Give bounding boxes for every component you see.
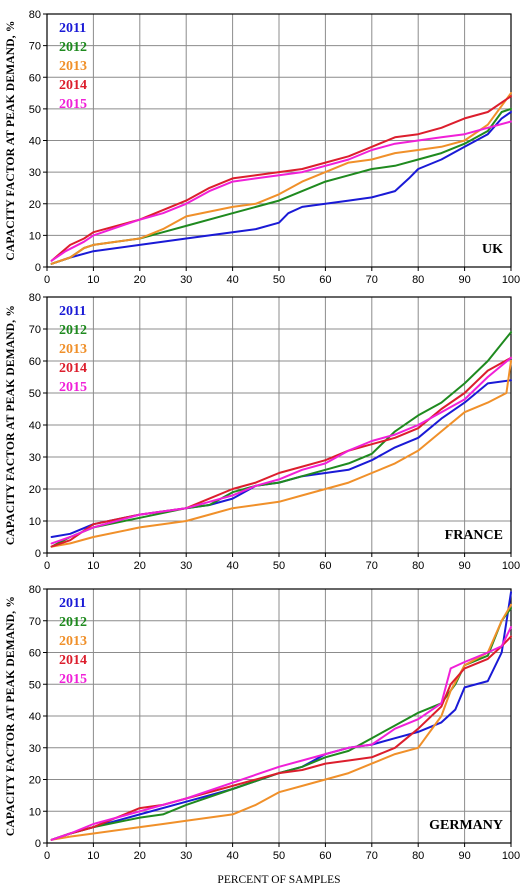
x-tick-label: 0 (44, 274, 50, 286)
legend-entry-2012: 2012 (59, 323, 87, 338)
y-tick-label: 50 (29, 104, 41, 116)
y-tick-label: 30 (29, 743, 41, 755)
country-label: UK (482, 242, 503, 257)
legend-entry-2011: 2011 (59, 596, 86, 611)
legend-entry-2011: 2011 (59, 304, 86, 319)
y-axis-label: CAPACITY FACTOR AT PEAK DEMAND, % (5, 596, 17, 836)
legend-entry-2015: 2015 (59, 672, 87, 687)
x-tick-label: 100 (502, 560, 520, 572)
y-tick-label: 50 (29, 388, 41, 400)
x-tick-label: 60 (319, 560, 331, 572)
series-line-2015 (50, 120, 512, 262)
x-tick-label: 10 (87, 560, 99, 572)
series-line-2013 (50, 92, 512, 265)
legend-entry-2011: 2011 (59, 21, 86, 36)
x-tick-label: 90 (458, 274, 470, 286)
series-line-2014 (50, 95, 512, 262)
x-tick-label: 40 (226, 850, 238, 862)
x-tick-label: 80 (412, 274, 424, 286)
legend-entry-2014: 2014 (59, 361, 87, 376)
series-line-2015 (50, 626, 512, 841)
x-tick-label: 0 (44, 560, 50, 572)
country-label: GERMANY (429, 818, 503, 833)
y-axis-label: CAPACITY FACTOR AT PEAK DEMAND, % (5, 305, 17, 545)
x-tick-label: 40 (226, 560, 238, 572)
y-tick-label: 0 (35, 262, 41, 274)
x-tick-label: 100 (502, 274, 520, 286)
y-tick-label: 60 (29, 356, 41, 368)
x-tick-label: 10 (87, 850, 99, 862)
y-tick-label: 70 (29, 616, 41, 628)
y-tick-label: 70 (29, 41, 41, 53)
y-tick-label: 20 (29, 199, 41, 211)
series-line-2011 (50, 111, 512, 265)
legend-entry-2013: 2013 (59, 634, 87, 649)
y-tick-label: 20 (29, 775, 41, 787)
series-line-2012 (50, 331, 512, 548)
x-tick-label: 90 (458, 850, 470, 862)
legend-entry-2015: 2015 (59, 380, 87, 395)
x-tick-label: 20 (134, 560, 146, 572)
legend-entry-2015: 2015 (59, 97, 87, 112)
series-line-2013 (50, 360, 512, 548)
legend-entry-2013: 2013 (59, 59, 87, 74)
y-tick-label: 20 (29, 484, 41, 496)
series-line-2015 (50, 356, 512, 545)
y-tick-label: 30 (29, 167, 41, 179)
y-tick-label: 10 (29, 516, 41, 528)
y-tick-label: 80 (29, 9, 41, 21)
y-tick-label: 40 (29, 136, 41, 148)
x-tick-label: 60 (319, 274, 331, 286)
x-tick-label: 70 (366, 560, 378, 572)
x-tick-label: 80 (412, 560, 424, 572)
x-tick-label: 0 (44, 850, 50, 862)
legend-entry-2014: 2014 (59, 78, 87, 93)
y-tick-label: 40 (29, 420, 41, 432)
country-label: FRANCE (445, 528, 503, 543)
y-tick-label: 80 (29, 584, 41, 596)
x-tick-label: 20 (134, 850, 146, 862)
x-tick-label: 60 (319, 850, 331, 862)
x-tick-label: 30 (180, 850, 192, 862)
chart-panel-germany: 0 10 20 30 40 50 60 70 80 0 10 20 30 40 50 60 70 80 90 100 2… (5, 584, 520, 862)
y-axis-label: CAPACITY FACTOR AT PEAK DEMAND, % (5, 20, 17, 260)
chart-panel-france: 0 10 20 30 40 50 60 70 80 0 10 20 30 40 50 60 70 80 90 100 2… (5, 292, 520, 572)
y-tick-label: 60 (29, 648, 41, 660)
x-tick-label: 30 (180, 560, 192, 572)
y-tick-label: 70 (29, 324, 41, 336)
chart-panel-uk: 0 10 20 30 40 50 60 70 80 0 10 20 30 40 50 60 70 80 90 100 2… (5, 9, 520, 286)
y-tick-label: 50 (29, 679, 41, 691)
x-tick-label: 50 (273, 560, 285, 572)
x-tick-label: 70 (366, 274, 378, 286)
y-tick-label: 60 (29, 72, 41, 84)
x-tick-label: 100 (502, 850, 520, 862)
x-tick-label: 50 (273, 850, 285, 862)
x-tick-label: 20 (134, 274, 146, 286)
y-tick-label: 10 (29, 806, 41, 818)
x-tick-label: 50 (273, 274, 285, 286)
y-tick-label: 80 (29, 292, 41, 304)
x-axis-label: PERCENT OF SAMPLES (217, 874, 340, 886)
legend-entry-2013: 2013 (59, 342, 87, 357)
y-tick-label: 40 (29, 711, 41, 723)
y-tick-label: 0 (35, 838, 41, 850)
legend-entry-2012: 2012 (59, 40, 87, 55)
legend-entry-2012: 2012 (59, 615, 87, 630)
x-tick-label: 90 (458, 560, 470, 572)
series-line-2014 (50, 635, 512, 841)
x-tick-label: 40 (226, 274, 238, 286)
y-tick-label: 10 (29, 230, 41, 242)
legend-entry-2014: 2014 (59, 653, 87, 668)
y-tick-label: 0 (35, 548, 41, 560)
y-tick-label: 30 (29, 452, 41, 464)
x-tick-label: 80 (412, 850, 424, 862)
x-tick-label: 10 (87, 274, 99, 286)
x-tick-label: 30 (180, 274, 192, 286)
x-tick-label: 70 (366, 850, 378, 862)
